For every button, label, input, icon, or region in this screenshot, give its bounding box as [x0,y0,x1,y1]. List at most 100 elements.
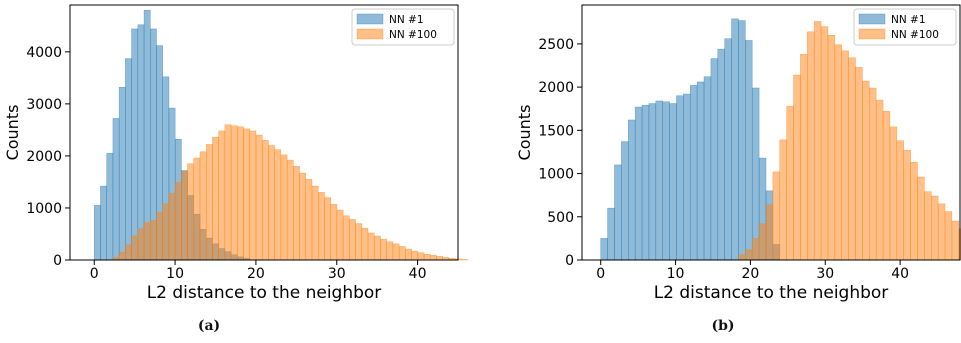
histogram-bar [634,106,643,261]
histogram-bar [181,171,188,261]
histogram-bar [386,241,394,261]
histogram-bar [199,151,207,261]
histogram-bar [380,238,387,261]
legend-label: NN #100 [389,29,437,41]
histogram-bar [330,204,338,261]
x-tick-label: 20 [742,266,760,282]
histogram-bar [600,238,608,261]
x-tick-label: 20 [247,266,265,282]
histogram-bar [205,144,213,261]
y-tick-label: 2500 [538,37,574,53]
histogram-bar [423,254,431,261]
histogram-bar [951,220,960,261]
histogram-bar [910,162,918,261]
x-tick-label: 10 [166,266,184,282]
histogram-bar [807,31,815,261]
legend-label: NN #1 [389,14,424,26]
histogram-bar [274,149,282,261]
y-tick-label: 3000 [26,97,62,113]
histogram-bar [862,80,870,261]
histogram-bar [280,154,288,261]
histogram-bar [361,228,369,261]
histogram-bar [621,141,629,261]
histogram-bar [324,197,331,261]
histogram-bar [405,248,412,261]
x-tick-label: 30 [328,266,346,282]
histogram-bar [683,93,691,261]
histogram-bar [417,252,425,261]
y-axis-label: Counts [515,105,534,161]
histogram-bar [461,259,468,261]
histogram-bar [717,48,725,261]
series-nn100 [738,21,961,261]
histogram-bar [841,50,849,261]
chart-b: 0 10 20 30 40 0 500 1000 1500 2000 2500 L2 distance… [515,4,961,303]
histogram-bar [268,145,275,261]
plot-frame [581,4,961,261]
histogram-bar [703,76,712,261]
legend-swatch [356,13,384,25]
histogram-bar [156,211,163,261]
histogram-bar [311,185,319,261]
histogram-bar [112,118,120,261]
legend-swatch [356,28,384,40]
y-tick-label: 0 [565,253,574,269]
histogram-bar [367,232,375,261]
histogram-bar [689,85,698,261]
histogram-bar [342,215,350,261]
x-tick-label: 30 [816,266,834,282]
histogram-bar [924,191,932,261]
histogram-bar [125,58,132,261]
chart-a: 0 10 20 30 40 0 1000 2000 3000 4000 L2 distance to… [3,4,468,303]
histogram-bar [237,126,244,261]
x-axis-label: L2 distance to the neighbor [654,283,889,303]
legend: NN #1 NN #100 [853,8,957,46]
histogram-bar [738,20,746,261]
histogram-bar [813,21,822,261]
histogram-bar [765,204,774,261]
histogram-bar [299,172,307,261]
histogram-bar [193,157,201,261]
histogram-bar [896,140,904,261]
histogram-bar [106,153,114,261]
histogram-bar [255,134,263,261]
histogram-bar [820,26,829,261]
histogram-bar [648,103,657,261]
caption-b: (b) [711,318,735,334]
x-axis-label: L2 distance to the neighbor [147,283,382,303]
histogram-bar [174,182,182,261]
histogram-bar [786,105,794,261]
histogram-bar [100,185,107,261]
histogram-bar [889,126,898,261]
legend-label: NN #100 [891,29,939,41]
histogram-bar [149,220,157,261]
histogram-bar [286,159,294,261]
legend-label: NN #1 [891,14,926,26]
histogram-bar [758,223,767,261]
histogram-bar [398,246,406,261]
y-tick-label: 0 [53,253,62,269]
histogram-bar [655,100,663,261]
histogram-bar [751,238,760,261]
y-tick-label: 4000 [26,45,62,61]
histogram-bar [374,235,381,261]
histogram-bar [731,18,739,261]
histogram-bar [903,149,911,261]
histogram-bar [738,254,746,261]
histogram-bar [834,44,842,261]
y-tick-label: 2000 [538,80,574,96]
x-tick-label: 10 [667,266,685,282]
histogram-bar [724,38,732,261]
histogram-bar [827,35,836,261]
histogram-bar [224,124,232,261]
histogram-bar [937,203,946,261]
histogram-bar [218,130,226,261]
histogram-bar [607,207,615,261]
histogram-bar [349,219,356,261]
histogram-bar [751,87,760,261]
histogram-bar [293,166,300,261]
histogram-bar [772,171,781,261]
histogram-bar [848,57,856,261]
histogram-bar [793,74,801,261]
